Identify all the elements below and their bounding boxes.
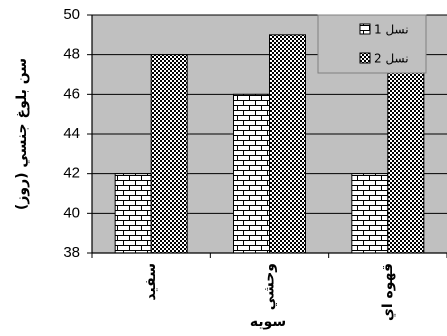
x-category-label: وحشي bbox=[262, 263, 278, 310]
y-tick-labels: 38 40 42 44 46 48 50 bbox=[63, 6, 92, 261]
y-tick-label: 46 bbox=[63, 85, 80, 102]
legend-swatch-series-1 bbox=[359, 23, 371, 35]
y-tick-label: 38 bbox=[63, 244, 80, 261]
legend-box bbox=[317, 14, 427, 74]
bar-series-2-1 bbox=[269, 34, 306, 254]
x-category-labels: سفيد وحشي قهوه اي bbox=[143, 263, 397, 321]
legend-swatch-series-2 bbox=[359, 52, 371, 64]
y-tick-label: 42 bbox=[63, 165, 80, 182]
bar-series-2-2 bbox=[387, 54, 425, 254]
legend-label-series-2: نسل 2 bbox=[374, 52, 409, 66]
legend-label-series-1: نسل 1 bbox=[374, 23, 409, 37]
x-category-label: قهوه اي bbox=[380, 263, 397, 321]
y-tick-label: 48 bbox=[63, 46, 80, 63]
bar-series-2-0 bbox=[150, 54, 188, 254]
bars bbox=[114, 34, 425, 254]
y-tick-label: 40 bbox=[63, 204, 80, 221]
legend: نسل 1 نسل 2 bbox=[317, 14, 427, 74]
bar-series-1-2 bbox=[351, 173, 389, 254]
x-category-label: سفيد bbox=[143, 263, 159, 301]
y-tick-label: 50 bbox=[63, 6, 80, 23]
y-axis-title: سن بلوغ جنسي (روز) bbox=[14, 58, 30, 210]
x-axis-title: سويه bbox=[250, 314, 286, 330]
bar-series-1-1 bbox=[233, 93, 270, 254]
bar-series-1-0 bbox=[114, 173, 152, 254]
y-tick-label: 44 bbox=[63, 125, 80, 142]
